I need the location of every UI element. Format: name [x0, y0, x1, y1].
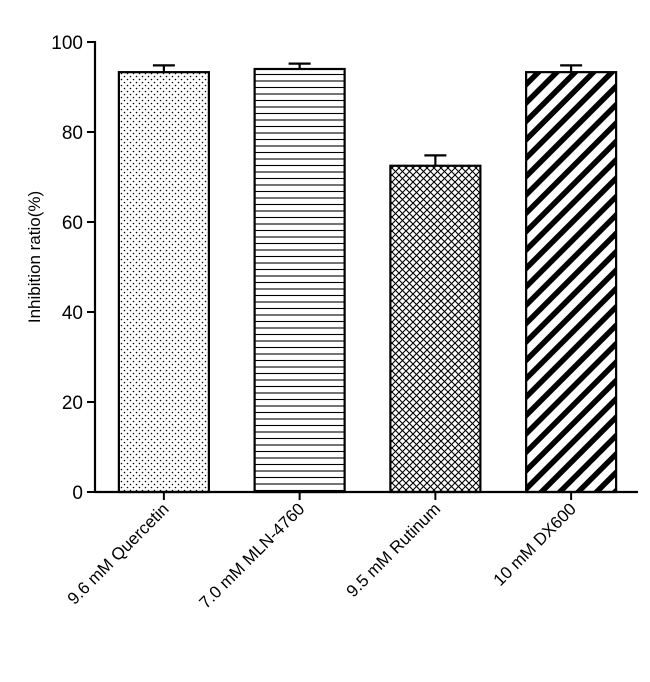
bar-1 [117, 71, 210, 494]
bar-2 [253, 67, 346, 494]
y-tick-label: 100 [51, 33, 83, 54]
y-tick-label: 40 [62, 303, 83, 324]
x-category-label: 9.5 mM Rutinum [343, 499, 445, 601]
y-tick-label: 0 [72, 483, 83, 504]
y-tick-label: 80 [62, 123, 83, 144]
x-category-label: 9.6 mM Quercetin [64, 499, 173, 608]
y-axis-label: Inhibition ratio(%) [25, 191, 44, 323]
y-tick-label: 20 [62, 393, 83, 414]
y-tick-label: 60 [62, 213, 83, 234]
bar-4 [525, 71, 618, 494]
bar-3 [389, 164, 482, 494]
x-category-label: 10 mM DX600 [490, 499, 580, 589]
x-category-label: 7.0 mM MLN-4760 [195, 499, 308, 612]
